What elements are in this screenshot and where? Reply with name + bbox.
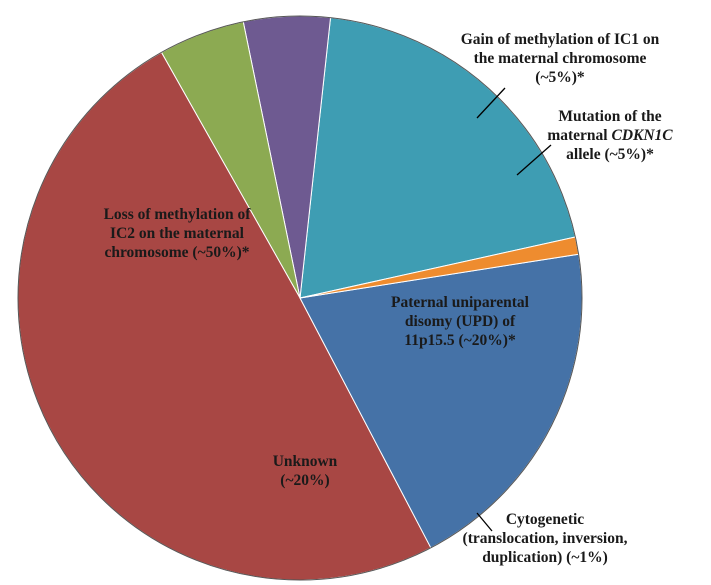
label-cytogenetic: Cytogenetic (translocation, inversion, d…: [462, 511, 628, 566]
label-unknown: Unknown (~20%): [272, 453, 338, 489]
label-gain-ic1: Gain of methylation of IC1 on the matern…: [460, 31, 660, 86]
leader-line-gain-ic1: [476, 87, 506, 119]
pie-outline: [17, 15, 583, 581]
label-loss-ic2: Loss of methylation of IC2 on the matern…: [103, 206, 251, 261]
label-cdkn1c: Mutation of the maternal CDKN1C allele (…: [535, 107, 685, 164]
pie-slices: [17, 15, 583, 581]
label-upd: Paternal uniparental disomy (UPD) of 11p…: [391, 294, 529, 349]
leader-lines: [476, 87, 552, 532]
leader-line-cdkn1c: [516, 144, 552, 176]
rich-line: maternal CDKN1C: [547, 127, 673, 144]
leader-line-cytogenetic: [476, 512, 493, 532]
